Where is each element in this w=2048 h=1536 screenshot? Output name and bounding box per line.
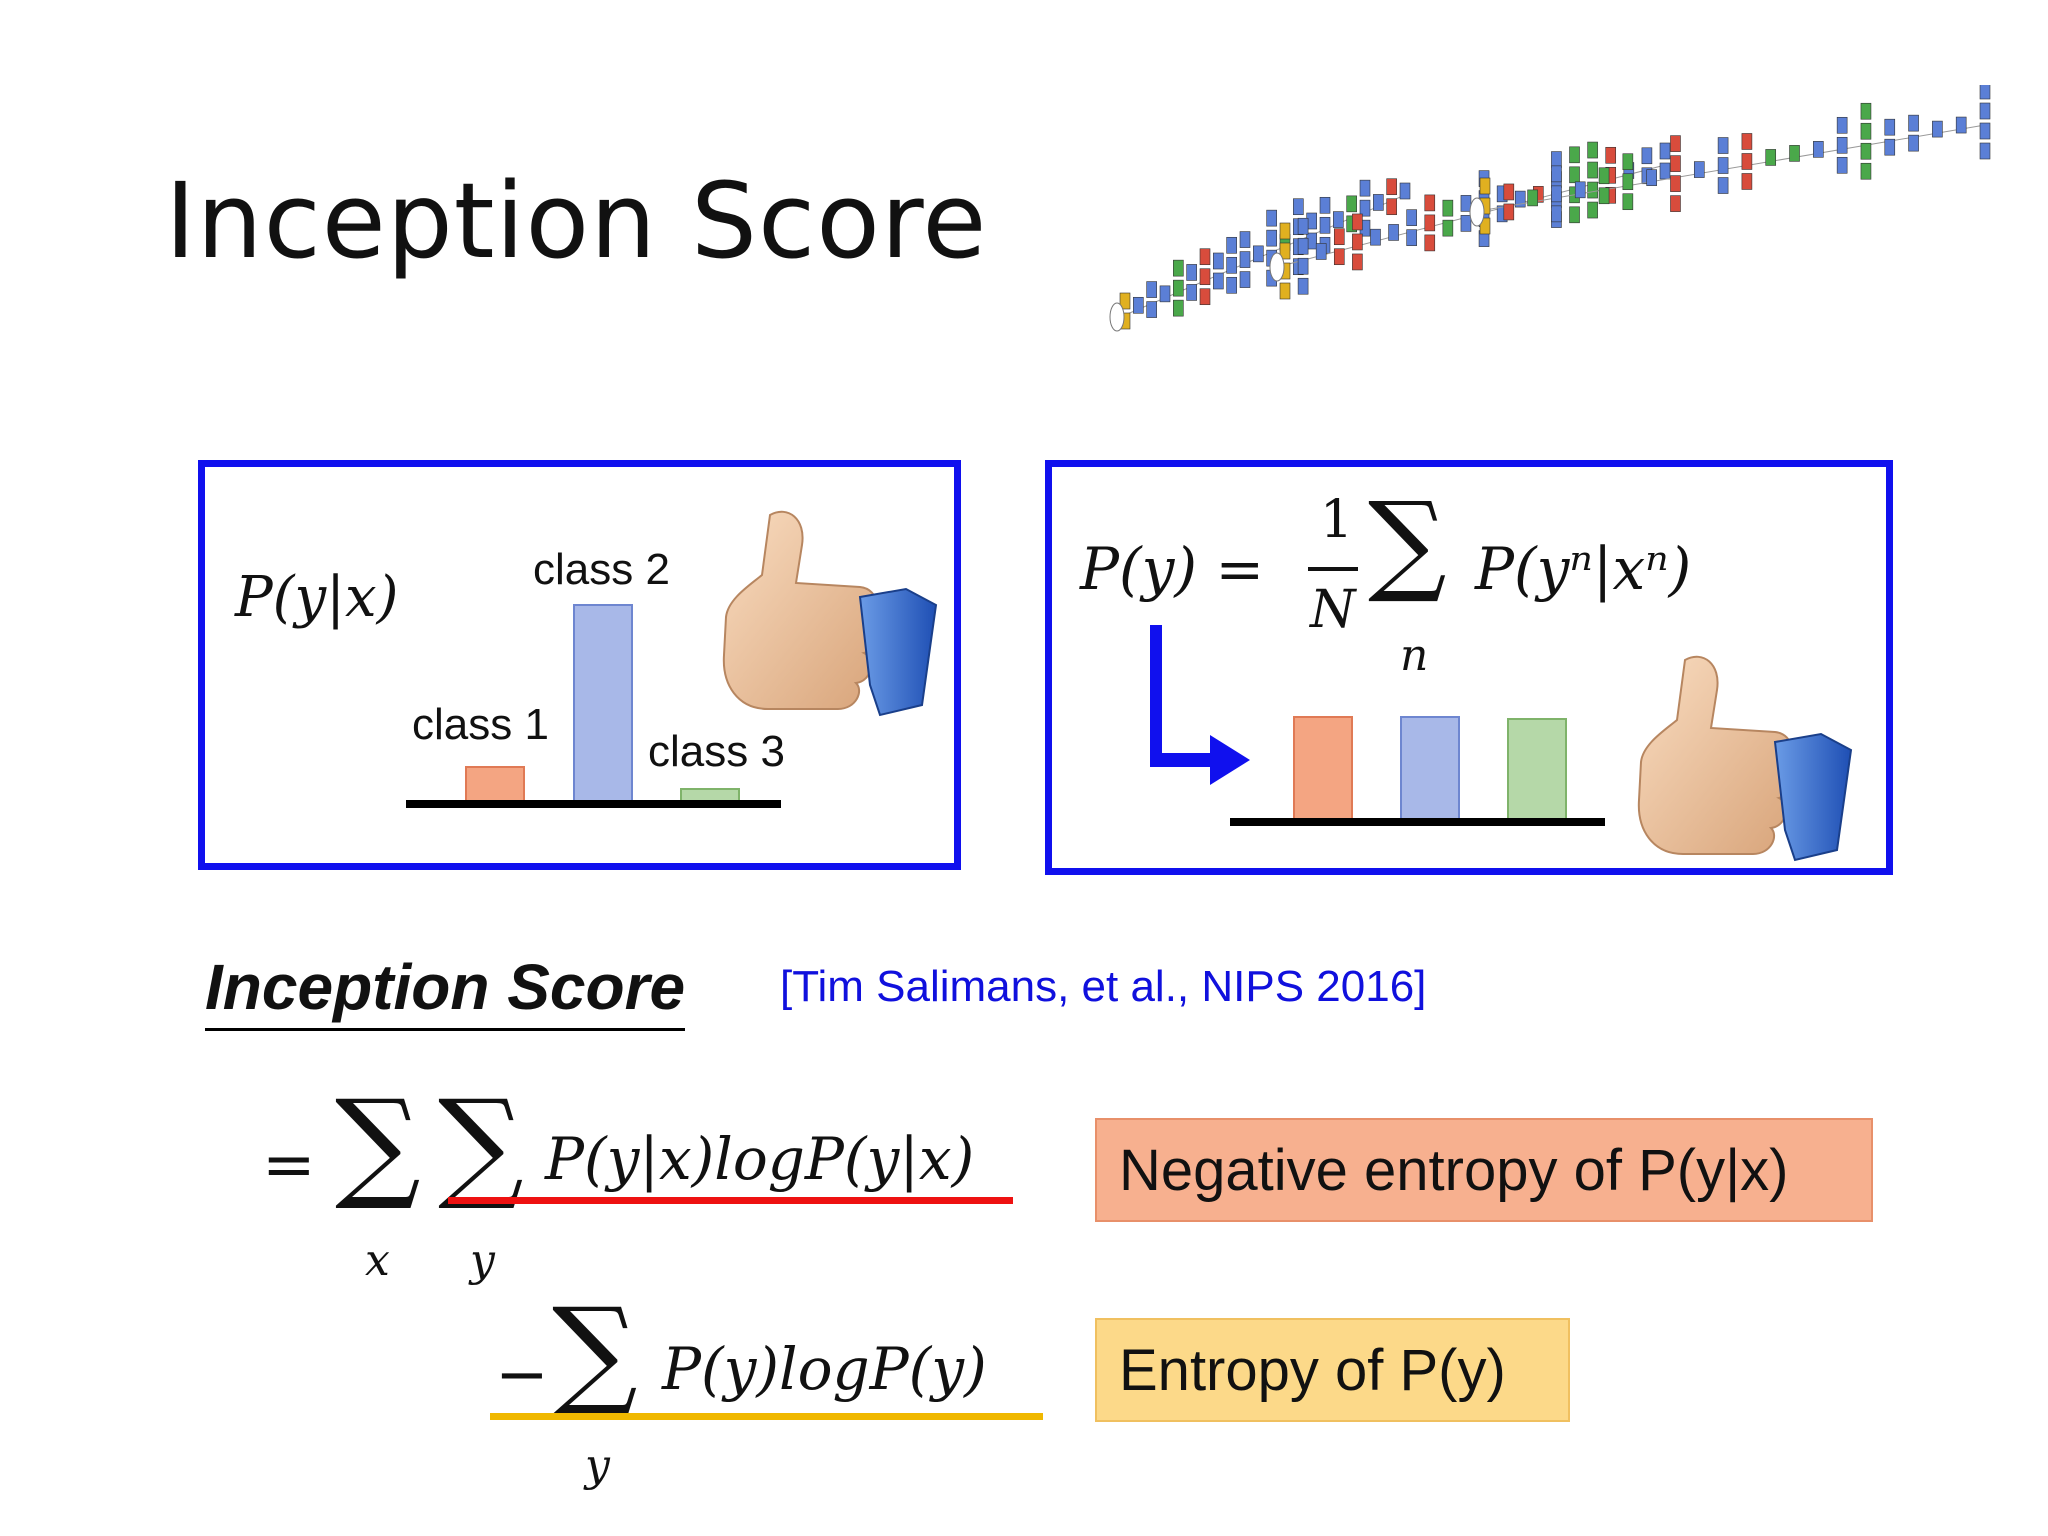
class-3-label: class 3	[648, 727, 785, 776]
right-bar-1	[1293, 716, 1353, 820]
class-1-bar	[465, 766, 525, 802]
fraction-denominator: N	[1310, 580, 1356, 640]
left-formula: P(y|x)	[235, 565, 399, 630]
entropy-label: Entropy of P(y)	[1095, 1318, 1570, 1422]
line2-term: P(y)logP(y)	[662, 1335, 987, 1403]
sum-index-n: n	[1400, 630, 1429, 681]
left-panel	[198, 460, 961, 870]
inception-score-heading: Inception Score	[205, 950, 686, 1031]
fraction-bar	[1308, 567, 1358, 571]
summation-sign-x: ∑	[335, 1075, 421, 1214]
right-formula-lhs: P(y) =	[1080, 535, 1265, 603]
yellow-underline	[490, 1413, 1043, 1420]
line1-term: P(y|x)logP(y|x)	[545, 1125, 975, 1193]
thumbs-up-icon	[722, 510, 938, 717]
right-formula-rhs: P(yⁿ|xⁿ)	[1475, 535, 1692, 603]
red-underline	[448, 1197, 1013, 1204]
right-baseline	[1230, 818, 1605, 826]
summation-sign-y: ∑	[438, 1075, 524, 1214]
right-panel	[1045, 460, 1893, 875]
class-2-label: class 2	[533, 545, 670, 594]
sum-index-x: x	[365, 1235, 390, 1286]
right-bar-3	[1507, 718, 1567, 820]
summation-sign: ∑	[1368, 478, 1447, 606]
equals-sign: =	[262, 1128, 316, 1202]
negative-entropy-label: Negative entropy of P(y|x)	[1095, 1118, 1873, 1222]
slide-title: Inception Score	[165, 160, 988, 282]
class-2-bar	[573, 604, 633, 802]
citation: [Tim Salimans, et al., NIPS 2016]	[780, 962, 1427, 1011]
class-1-label: class 1	[412, 700, 549, 749]
fraction-numerator: 1	[1320, 490, 1354, 550]
summation-sign-line2: ∑	[552, 1283, 638, 1422]
sum-index-y: y	[470, 1235, 495, 1286]
minus-sign: −	[495, 1338, 549, 1412]
line2-sum-index: y	[585, 1440, 610, 1491]
network-architecture-icon	[1109, 85, 1991, 332]
arrow-icon	[1150, 625, 1250, 785]
left-baseline	[406, 800, 781, 808]
right-bar-2	[1400, 716, 1460, 820]
thumbs-up-icon	[1637, 655, 1853, 862]
